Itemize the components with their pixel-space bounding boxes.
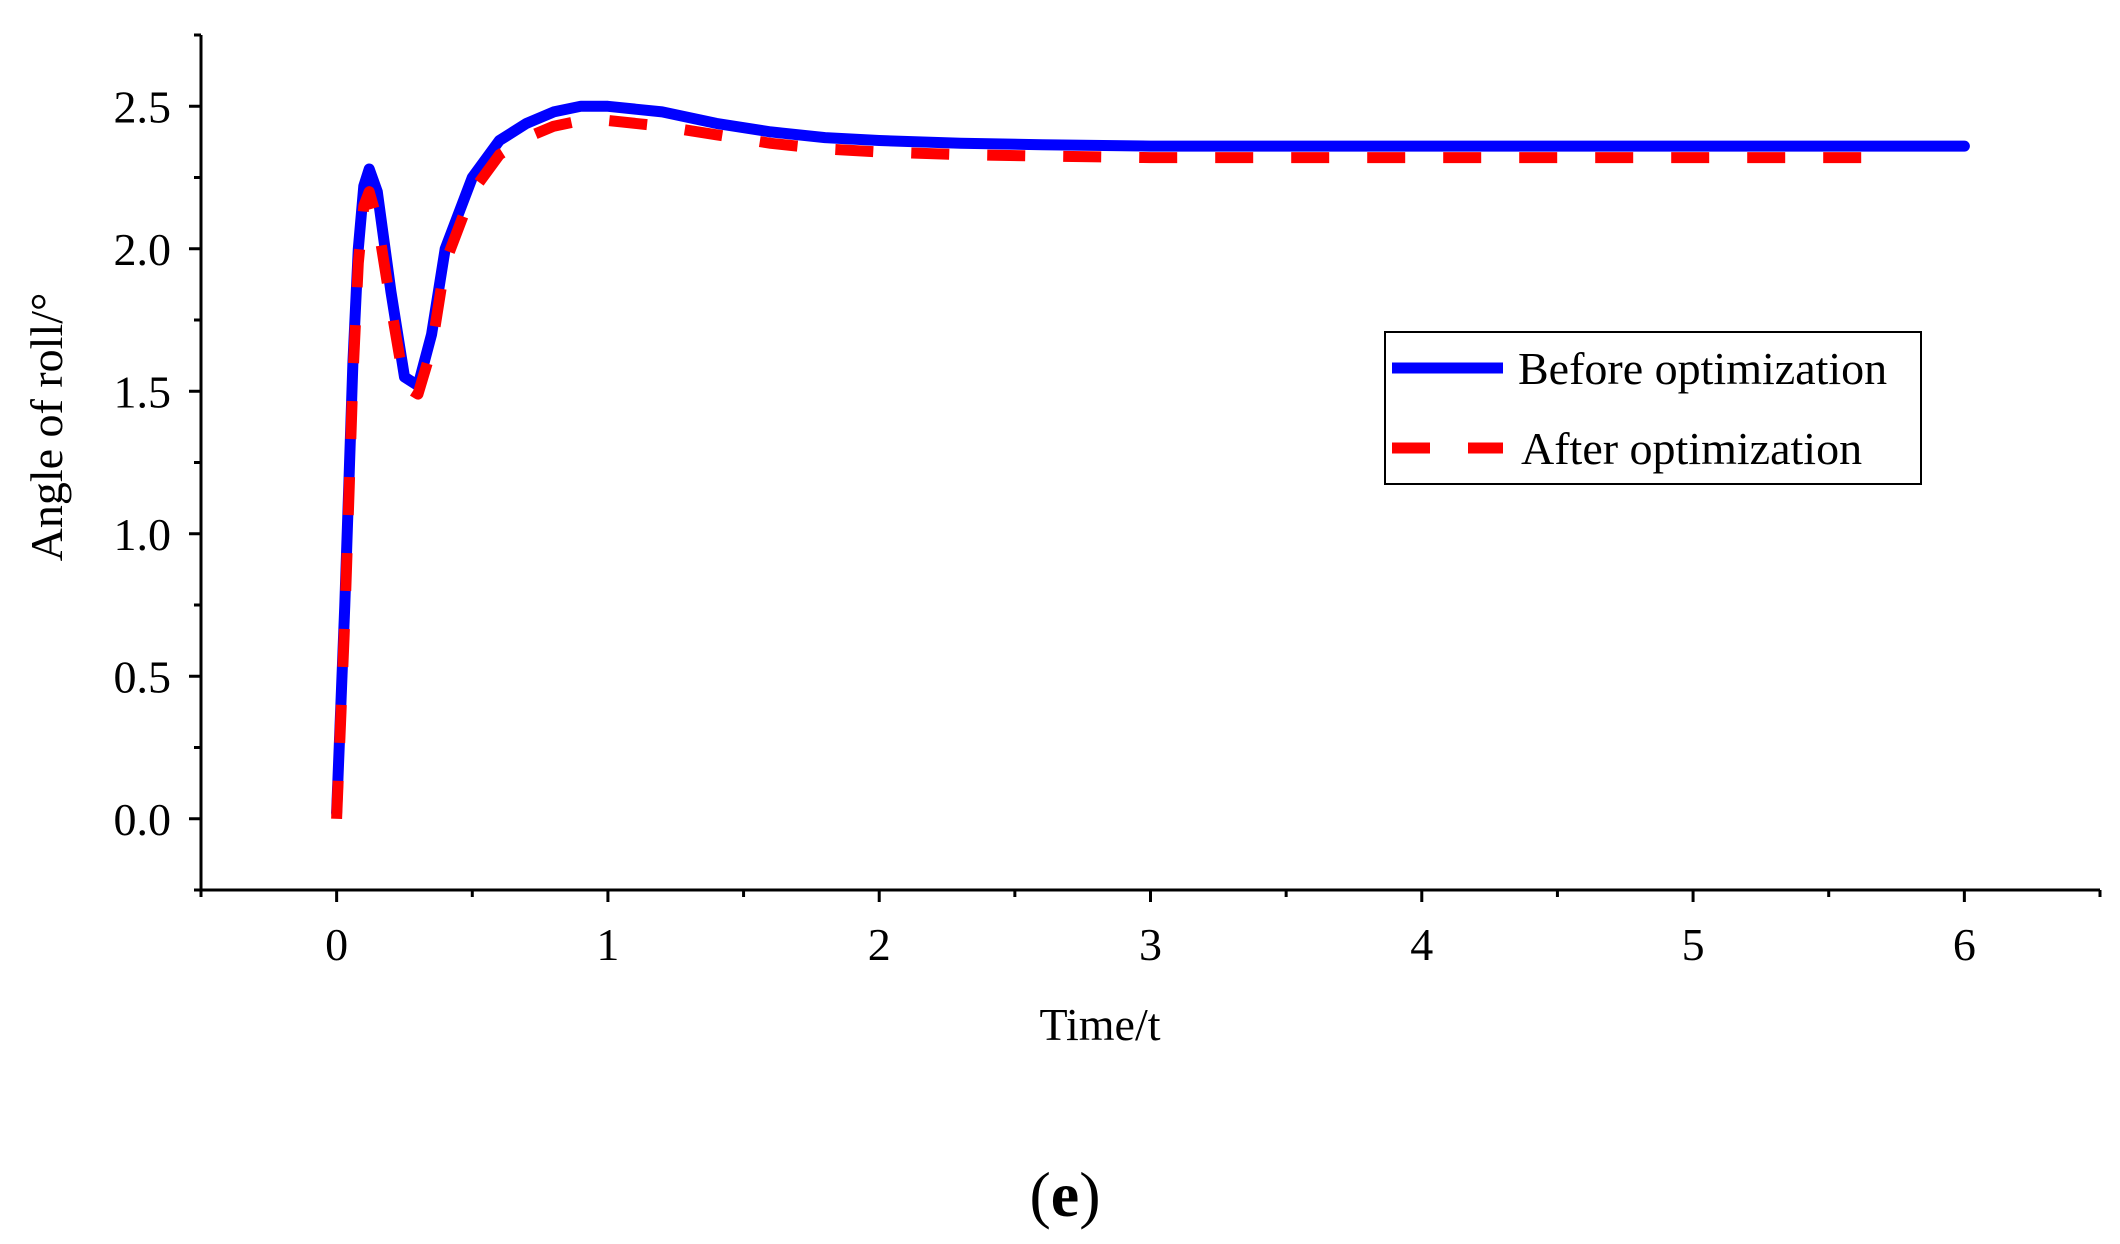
x-tick-label: 1: [596, 919, 619, 970]
y-tick-label: 2.0: [114, 224, 172, 275]
legend-label-before: Before optimization: [1518, 343, 1887, 394]
series-line-before-optimization: [331, 100, 1970, 819]
y-tick-label: 1.5: [114, 366, 172, 417]
legend-label-after: After optimization: [1521, 423, 1862, 474]
x-axis-title: Time/t: [1039, 999, 1160, 1050]
x-tick-label: 4: [1410, 919, 1433, 970]
legend-box: [1384, 331, 1922, 485]
series-lines: [331, 100, 1970, 820]
panel-label-close: ): [1079, 1159, 1100, 1230]
y-tick-label: 0.5: [114, 651, 172, 702]
tick-marks: [189, 33, 2102, 902]
y-axis-title: Angle of roll/°: [21, 293, 72, 562]
x-tick-label: 3: [1139, 919, 1162, 970]
panel-label-letter: e: [1051, 1159, 1079, 1230]
x-tick-label: 6: [1953, 919, 1976, 970]
panel-label: (e): [1029, 1159, 1100, 1230]
y-tick-label: 1.0: [114, 509, 172, 560]
series-line-after-optimization: [331, 115, 1897, 820]
panel-label-open: (: [1029, 1159, 1050, 1230]
y-tick-label: 0.0: [114, 794, 172, 845]
y-tick-label: 2.5: [114, 81, 172, 132]
tick-labels: 0 1 2 3 4 5 6 0.0 0.5 1.0 1.5 2.0 2.5: [114, 81, 1976, 970]
legend: Before optimization After optimization: [1384, 331, 1922, 485]
x-tick-label: 0: [325, 919, 348, 970]
x-tick-label: 5: [1682, 919, 1705, 970]
x-tick-label: 2: [868, 919, 891, 970]
